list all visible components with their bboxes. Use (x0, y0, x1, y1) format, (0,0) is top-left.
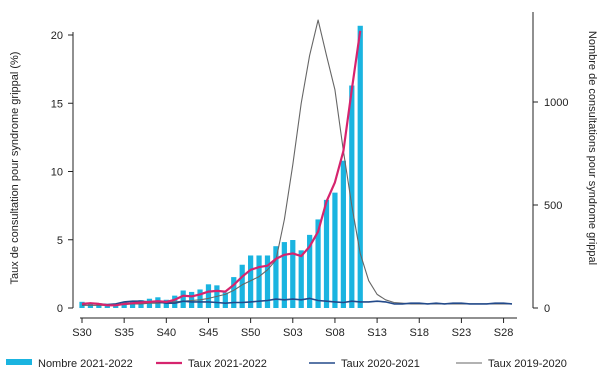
x-tick-label: S03 (283, 327, 303, 339)
y-left-tick-label: 5 (57, 235, 63, 247)
bar-S48 (231, 277, 237, 308)
bar-S07 (323, 199, 330, 308)
bar-S44 (197, 289, 203, 308)
x-tick-label: S30 (72, 327, 92, 339)
bar-S03 (290, 240, 296, 308)
bar-S11 (357, 25, 363, 309)
bar-S06 (315, 219, 321, 308)
bar-S51 (256, 255, 262, 308)
bar-S45 (205, 284, 212, 308)
x-tick-label: S23 (452, 327, 472, 339)
bar-S36 (129, 301, 136, 308)
bar-S10 (349, 85, 355, 309)
bar-S02 (281, 242, 287, 308)
legend-label: Taux 2019-2020 (488, 358, 567, 370)
bar-S50 (248, 255, 254, 308)
ticks-group: 0 5 10 15 20 0 500 1000 S30 S35 S40 S45 S50 S03 S08 S13… (51, 30, 569, 339)
x-tick-label: S40 (157, 327, 177, 339)
bar-S47 (222, 292, 228, 308)
y-left-axis-label: Taux de consultation pour syndrome gripp… (9, 52, 21, 285)
x-tick-label: S45 (199, 327, 219, 339)
bar-S04 (298, 250, 304, 308)
y-left-tick-label: 0 (57, 303, 63, 315)
bar-S52 (264, 255, 271, 308)
bar-S09 (340, 160, 346, 308)
x-tick-label: S13 (367, 327, 387, 339)
y-right-tick-label: 500 (544, 200, 562, 212)
x-tick-label: S28 (494, 327, 514, 339)
axes-group (72, 12, 534, 319)
lines-group (81, 19, 513, 307)
line-taux-2021-2022 (81, 30, 362, 307)
bar-S42 (180, 290, 186, 308)
y-left-tick-label: 20 (51, 30, 63, 42)
x-tick-label: S50 (241, 327, 261, 339)
y-right-tick-label: 0 (544, 303, 550, 315)
legend-label: Taux 2020-2021 (341, 358, 420, 370)
bar-S01 (273, 246, 279, 308)
legend-label: Nombre 2021-2022 (38, 358, 133, 370)
y-right-axis-label: Nombre de consultations pour syndrome gr… (586, 31, 598, 265)
bar-S05 (307, 234, 313, 308)
bar-S08 (332, 192, 338, 308)
legend-swatch-bar (6, 359, 32, 365)
y-left-tick-label: 10 (51, 167, 63, 179)
y-right-tick-label: 1000 (544, 97, 568, 109)
bar-S32 (96, 303, 102, 308)
x-tick-label: S08 (325, 327, 345, 339)
x-tick-label: S18 (409, 327, 429, 339)
legend-label: Taux 2021-2022 (188, 358, 267, 370)
y-left-tick-label: 15 (51, 98, 63, 110)
line-taux-2019-2020 (82, 19, 512, 306)
bars-group (79, 25, 363, 309)
bar-S49 (239, 264, 245, 308)
x-tick-label: S35 (114, 327, 134, 339)
legend: Nombre 2021-2022 Taux 2021-2022 Taux 2020-… (6, 358, 567, 370)
